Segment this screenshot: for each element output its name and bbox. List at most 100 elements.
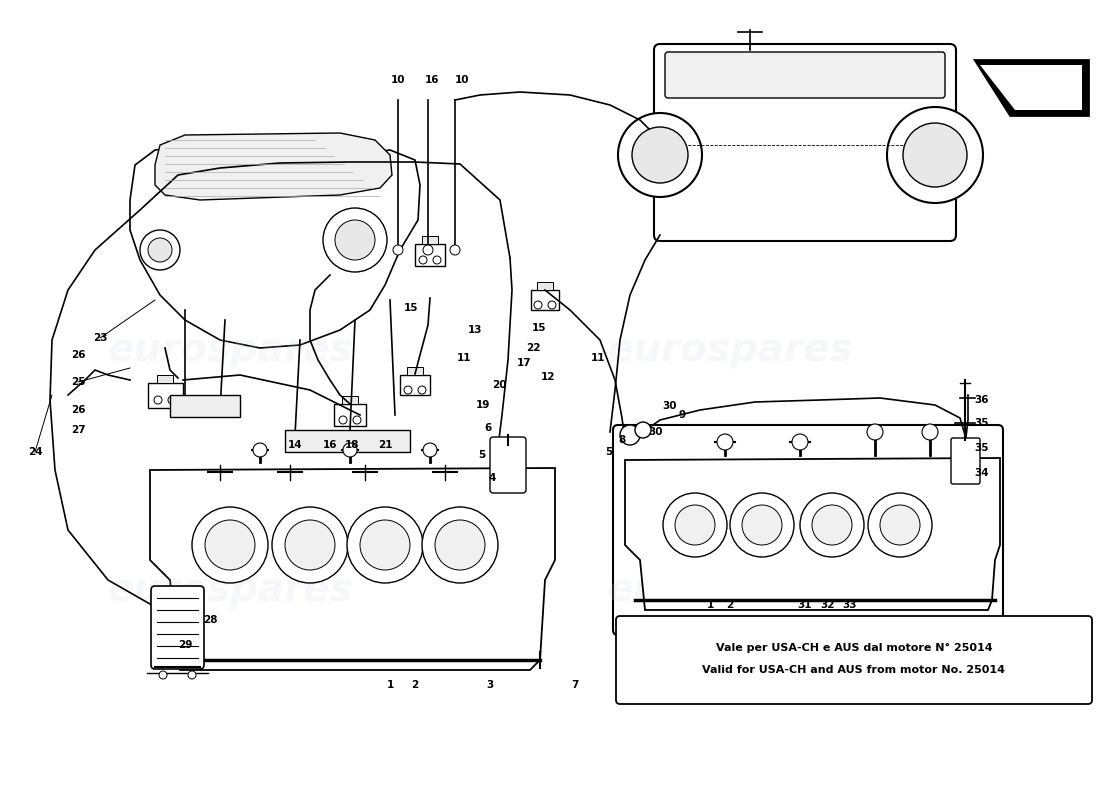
Text: 5: 5 (605, 447, 613, 457)
Text: 31: 31 (798, 600, 812, 610)
Circle shape (154, 396, 162, 404)
Text: 20: 20 (492, 380, 506, 390)
Text: 5: 5 (478, 450, 485, 460)
Circle shape (140, 230, 180, 270)
Circle shape (343, 443, 358, 457)
Circle shape (620, 425, 640, 445)
Circle shape (618, 113, 702, 197)
Circle shape (360, 520, 410, 570)
Bar (537, 282, 553, 290)
Circle shape (742, 505, 782, 545)
Text: 11: 11 (591, 353, 605, 363)
Text: 34: 34 (975, 468, 989, 478)
Text: eurospares: eurospares (107, 571, 353, 609)
Text: 22: 22 (526, 343, 540, 353)
Circle shape (450, 245, 460, 255)
Polygon shape (150, 468, 556, 670)
Text: 36: 36 (975, 395, 989, 405)
Text: 26: 26 (70, 350, 86, 360)
Polygon shape (975, 60, 1088, 115)
Text: 29: 29 (178, 640, 192, 650)
Polygon shape (980, 65, 1082, 110)
Circle shape (353, 416, 361, 424)
Text: 23: 23 (92, 333, 108, 343)
Bar (157, 374, 173, 382)
Text: 2: 2 (726, 600, 734, 610)
Bar (407, 367, 424, 375)
Circle shape (812, 505, 852, 545)
Text: 30: 30 (649, 427, 663, 437)
Circle shape (424, 245, 433, 255)
Text: 25: 25 (70, 377, 86, 387)
Text: 8: 8 (618, 435, 626, 445)
Text: 17: 17 (517, 358, 531, 368)
Text: Valid for USA-CH and AUS from motor No. 25014: Valid for USA-CH and AUS from motor No. … (703, 665, 1005, 675)
Text: 6: 6 (484, 423, 492, 433)
Circle shape (272, 507, 348, 583)
Text: 11: 11 (456, 353, 471, 363)
Text: eurospares: eurospares (607, 571, 852, 609)
Circle shape (717, 434, 733, 450)
Text: 19: 19 (476, 400, 491, 410)
FancyBboxPatch shape (952, 438, 980, 484)
Circle shape (285, 520, 336, 570)
Circle shape (434, 520, 485, 570)
Text: 1: 1 (386, 680, 394, 690)
FancyBboxPatch shape (613, 425, 1003, 635)
Circle shape (188, 671, 196, 679)
Text: 30: 30 (662, 401, 678, 411)
Circle shape (867, 424, 883, 440)
Circle shape (880, 505, 920, 545)
Bar (285, 430, 410, 452)
Text: 10: 10 (390, 75, 405, 85)
Circle shape (887, 107, 983, 203)
Text: 2: 2 (411, 680, 419, 690)
FancyBboxPatch shape (654, 44, 956, 241)
Circle shape (253, 443, 267, 457)
Circle shape (323, 208, 387, 272)
Circle shape (792, 434, 808, 450)
Bar (400, 375, 430, 395)
Text: 18: 18 (344, 440, 360, 450)
Circle shape (418, 386, 426, 394)
Circle shape (404, 386, 412, 394)
Circle shape (160, 671, 167, 679)
Circle shape (336, 220, 375, 260)
Text: 3: 3 (486, 680, 494, 690)
Text: 14: 14 (288, 440, 302, 450)
Text: eurospares: eurospares (107, 331, 353, 369)
Circle shape (675, 505, 715, 545)
Circle shape (205, 520, 255, 570)
FancyBboxPatch shape (616, 616, 1092, 704)
Circle shape (168, 396, 176, 404)
Circle shape (422, 507, 498, 583)
Circle shape (419, 256, 427, 264)
FancyBboxPatch shape (151, 586, 204, 669)
Circle shape (635, 422, 651, 438)
Circle shape (339, 416, 346, 424)
Text: 7: 7 (571, 680, 579, 690)
Text: Vale per USA-CH e AUS dal motore N° 25014: Vale per USA-CH e AUS dal motore N° 2501… (716, 643, 992, 653)
Bar (342, 396, 358, 404)
Bar (170, 395, 240, 417)
Text: 15: 15 (404, 303, 418, 313)
Text: 28: 28 (202, 615, 218, 625)
FancyBboxPatch shape (666, 52, 945, 98)
Text: 9: 9 (679, 410, 685, 420)
Polygon shape (130, 145, 420, 348)
Text: 10: 10 (454, 75, 470, 85)
Text: eurospares: eurospares (607, 331, 852, 369)
Text: 15: 15 (531, 323, 547, 333)
Circle shape (663, 493, 727, 557)
Text: 35: 35 (975, 418, 989, 428)
Text: 12: 12 (541, 372, 556, 382)
Circle shape (534, 301, 542, 309)
Circle shape (148, 238, 172, 262)
Text: 33: 33 (843, 600, 857, 610)
Circle shape (424, 443, 437, 457)
Text: 21: 21 (377, 440, 393, 450)
Text: 13: 13 (468, 325, 482, 335)
Bar (422, 236, 438, 244)
Bar (415, 244, 446, 266)
Text: 1: 1 (706, 600, 714, 610)
